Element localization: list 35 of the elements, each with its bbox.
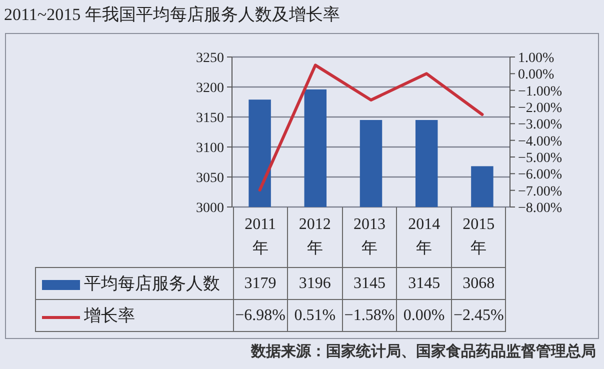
y2-tick-label: 0.00% (518, 68, 554, 83)
x-tick-label: 2012年 (298, 215, 332, 259)
y-tick-label: 3150 (196, 111, 224, 126)
x-tick-label: 2013年 (352, 215, 386, 259)
y2-tick-label: −7.00% (518, 184, 562, 200)
source-note: 数据来源：国家统计局、国家食品药品监督管理总局 (251, 342, 596, 361)
data-label: −2.45% (451, 300, 506, 332)
y2-tick-label: −5.00% (518, 151, 562, 166)
x-tick-label: 2015年 (462, 215, 496, 259)
data-label: 0.00% (396, 300, 452, 332)
y-tick-label: 3050 (196, 171, 224, 186)
y-tick-label: 3100 (196, 141, 224, 156)
y2-tick-label: −8.00% (518, 201, 562, 216)
y2-tick-label: −1.00% (518, 84, 562, 100)
y2-tick-label: 1.00% (518, 51, 554, 66)
legend-label: 增长率 (84, 306, 135, 325)
y-tick-label: 3250 (196, 51, 224, 66)
y-tick-label: 3200 (196, 81, 224, 96)
data-label: 3196 (288, 268, 342, 300)
chart-title: 2011~2015 年我国平均每店服务人数及增长率 (4, 4, 340, 26)
data-label: 3145 (396, 268, 452, 300)
data-label: −1.58% (342, 300, 397, 332)
y2-tick-label: −4.00% (518, 134, 562, 150)
y2-tick-label: −2.00% (518, 101, 562, 116)
data-label: 3145 (342, 268, 397, 300)
data-label: 3179 (233, 268, 288, 300)
y2-tick-label: −3.00% (518, 118, 562, 133)
legend-label: 平均每店服务人数 (84, 274, 220, 293)
data-label: 3068 (451, 268, 506, 300)
x-tick-label: 2011年 (244, 215, 277, 259)
x-tick-label: 2014年 (407, 215, 442, 259)
y-tick-label: 3000 (196, 201, 224, 216)
y2-tick-label: −6.00% (518, 168, 562, 183)
data-label: −6.98% (233, 300, 288, 332)
data-label: 0.51% (288, 300, 342, 332)
